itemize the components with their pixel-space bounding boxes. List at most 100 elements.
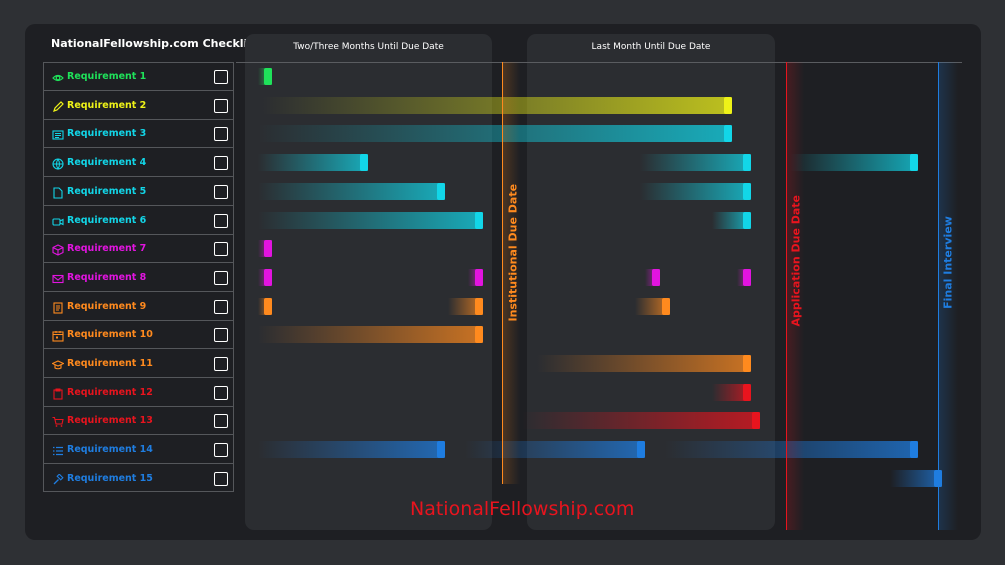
timeline-bar-cap (475, 326, 483, 344)
requirement-label: Requirement 6 (67, 214, 147, 226)
header-divider (236, 62, 962, 63)
requirement-checkbox[interactable] (214, 213, 228, 228)
requirement-label: Requirement 14 (67, 444, 153, 456)
checklist-icon (52, 444, 64, 456)
timeline-bar (537, 355, 751, 372)
institutional-due-date-label: Institutional Due Date (506, 183, 520, 322)
institutional-due-date-band (502, 62, 520, 484)
requirement-checkbox[interactable] (214, 156, 228, 171)
requirement-label: Requirement 3 (67, 128, 147, 140)
panel-title-last-month: Last Month Until Due Date (591, 42, 711, 52)
application-due-date-label: Application Due Date (789, 194, 803, 327)
requirement-row: Requirement 14 (44, 436, 233, 465)
final-interview-line (938, 62, 939, 530)
requirement-row: Requirement 2 (44, 92, 233, 120)
envelope-icon (52, 272, 64, 284)
requirement-checkbox[interactable] (214, 471, 228, 486)
requirement-label: Requirement 7 (67, 243, 147, 255)
requirement-checkbox[interactable] (214, 127, 228, 142)
gavel-icon (52, 473, 64, 485)
timeline-bar-cap (475, 211, 483, 229)
requirement-label: Requirement 9 (67, 300, 147, 312)
timeline-bar (262, 96, 732, 114)
footer-brand: NationalFellowship.com (410, 498, 635, 520)
requirement-checkbox[interactable] (214, 328, 228, 343)
requirement-label: Requirement 4 (67, 157, 147, 169)
timeline-bar-cap (743, 268, 751, 286)
requirement-label: Requirement 11 (67, 358, 153, 369)
requirement-row: Requirement 7 (44, 235, 233, 264)
timeline-bar (258, 182, 445, 200)
timeline-bar (448, 297, 483, 315)
timeline-bar-cap (437, 441, 445, 459)
timeline-bar (258, 441, 445, 459)
requirement-row: Requirement 6 (44, 207, 233, 235)
requirement-row: Requirement 12 (44, 379, 233, 407)
globe-icon (52, 157, 64, 171)
timeline-bar (640, 182, 751, 200)
requirement-checkbox[interactable] (214, 385, 228, 400)
eye-icon (52, 71, 64, 83)
requirement-checkbox[interactable] (214, 98, 228, 113)
requirement-label: Requirement 12 (67, 386, 153, 398)
timeline-bar-cap (724, 96, 732, 114)
timeline-bar (465, 441, 645, 459)
clipboard-icon (52, 387, 64, 400)
institutional-due-date-line (502, 62, 503, 484)
cube-icon (52, 243, 64, 256)
timeline-bar (522, 412, 760, 430)
requirement-checkbox[interactable] (214, 357, 228, 371)
timeline-bar-cap (437, 182, 445, 200)
requirement-row: Requirement 15 (44, 465, 233, 493)
timeline-bar-cap (360, 154, 368, 172)
timeline-bar (258, 326, 483, 344)
timeline-bar (258, 125, 732, 143)
list-icon (52, 128, 64, 140)
timeline-bar (640, 154, 751, 172)
timeline-bar-cap (264, 268, 272, 286)
timeline-bar (258, 211, 483, 229)
timeline-bar (645, 268, 660, 286)
requirement-label: Requirement 8 (67, 271, 147, 283)
video-icon (52, 215, 64, 227)
requirement-checkbox[interactable] (214, 443, 228, 458)
timeline-bar (258, 268, 272, 286)
timeline-bar-cap (743, 211, 751, 229)
requirement-label: Requirement 13 (67, 415, 153, 427)
timeline-bar-cap (264, 297, 272, 315)
requirement-row: Requirement 10 (44, 321, 233, 350)
timeline-bar-cap (475, 268, 483, 286)
requirement-label: Requirement 1 (67, 71, 147, 82)
requirement-checkbox[interactable] (214, 70, 228, 84)
requirement-checkbox[interactable] (214, 270, 228, 285)
timeline-bar (635, 297, 670, 315)
requirement-checkbox[interactable] (214, 414, 228, 429)
requirement-row: Requirement 11 (44, 350, 233, 378)
final-interview-band (938, 62, 958, 530)
page-title: NationalFellowship.com Checklist (51, 37, 260, 50)
requirement-label: Requirement 5 (67, 185, 147, 197)
timeline-bar (790, 154, 918, 172)
requirement-row: Requirement 3 (44, 120, 233, 149)
requirement-row: Requirement 5 (44, 178, 233, 206)
timeline-bar (737, 268, 751, 286)
panel-title-two-three-months: Two/Three Months Until Due Date (293, 42, 444, 52)
timeline-bar-cap (743, 154, 751, 172)
timeline-bar (712, 211, 751, 229)
requirement-label: Requirement 10 (67, 329, 153, 341)
requirement-checkbox[interactable] (214, 299, 228, 314)
notebook-icon (52, 301, 64, 314)
timeline-bar-cap (910, 154, 918, 172)
timeline-bar-cap (752, 412, 760, 430)
timeline-bar (468, 268, 483, 286)
timeline-bar-cap (652, 268, 660, 286)
requirement-checkbox[interactable] (214, 242, 228, 257)
requirement-row: Requirement 13 (44, 407, 233, 436)
application-due-date-line (786, 62, 787, 530)
timeline-bar (665, 441, 918, 459)
requirement-label: Requirement 2 (67, 99, 147, 111)
cart-icon (52, 415, 64, 428)
timeline-bar-cap (743, 355, 751, 372)
requirement-checkbox[interactable] (214, 184, 228, 199)
final-interview-label: Final Interview (941, 216, 955, 309)
